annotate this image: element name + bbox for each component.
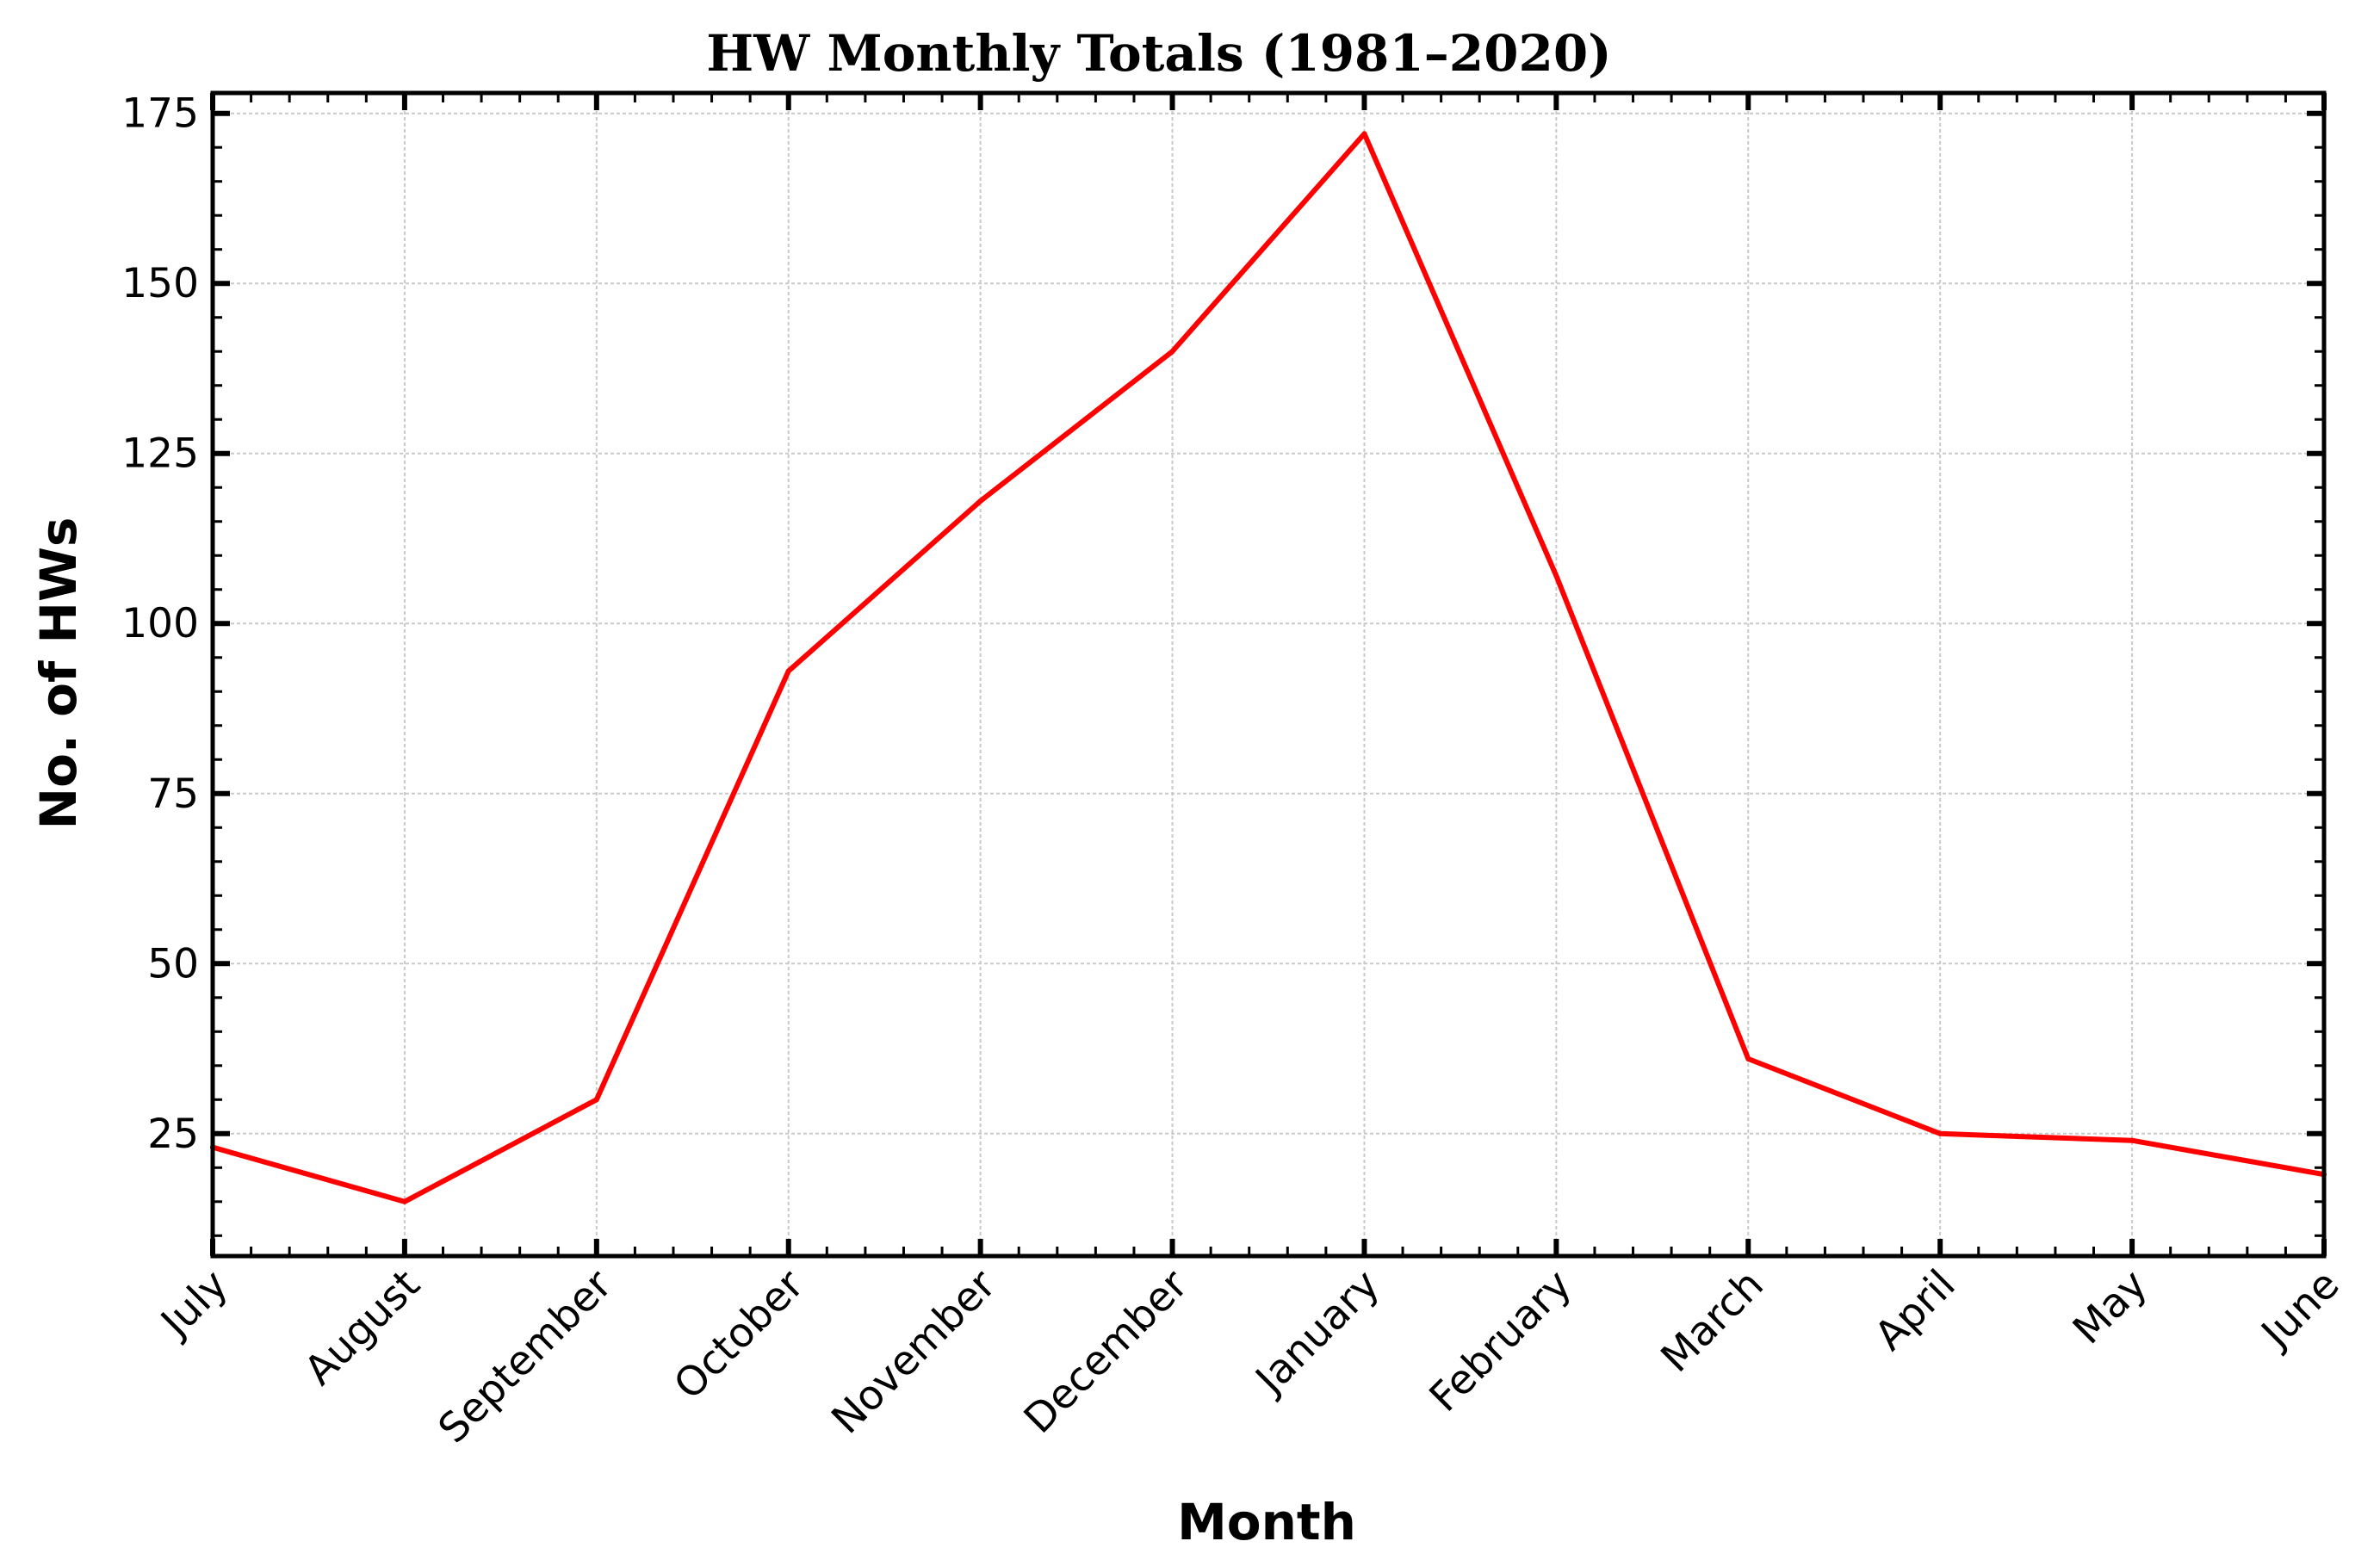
y-axis-label: No. of HWs — [29, 517, 88, 830]
series-group — [210, 131, 2327, 1204]
chart-title: HW Monthly Totals (1981–2020) — [706, 24, 1611, 83]
data-point — [401, 1198, 407, 1204]
plot-frame — [210, 90, 2327, 1259]
x-tick-label: January — [1245, 1261, 1389, 1405]
x-tick-label: April — [1866, 1261, 1965, 1360]
grid-lines — [212, 93, 2325, 1256]
data-point — [1169, 349, 1175, 355]
x-tick-labels: July August September October November Decemb… — [151, 1260, 2349, 1452]
data-point — [1745, 1055, 1751, 1062]
minor-ticks — [213, 93, 2324, 1256]
x-tick-label: March — [1652, 1261, 1773, 1382]
x-tick-label: May — [2064, 1261, 2157, 1354]
y-tick-label: 175 — [121, 90, 199, 138]
series-line-0 — [210, 131, 2327, 1204]
x-tick-label: July — [151, 1261, 238, 1348]
x-tick-label: September — [430, 1260, 622, 1452]
x-tick-label: December — [1015, 1260, 1198, 1443]
y-tick-label: 150 — [121, 260, 199, 307]
y-tick-label: 100 — [121, 600, 199, 647]
x-tick-label: August — [295, 1261, 429, 1395]
data-point — [593, 1097, 599, 1103]
x-tick-label: November — [822, 1260, 1005, 1443]
y-tick-label: 25 — [147, 1111, 199, 1158]
data-point — [977, 498, 983, 504]
y-tick-label: 50 — [147, 940, 199, 987]
x-tick-label: February — [1421, 1261, 1581, 1421]
data-point — [1553, 573, 1559, 579]
y-tick-label: 75 — [147, 771, 199, 818]
x-axis-label: Month — [1177, 1493, 1356, 1551]
data-point — [1361, 131, 1367, 137]
major-ticks — [210, 93, 2327, 1256]
x-tick-label: October — [665, 1260, 813, 1408]
y-tick-label: 125 — [121, 430, 199, 478]
data-point — [2129, 1137, 2135, 1143]
data-point — [785, 668, 791, 674]
y-tick-labels: 25 50 75 100 125 150 175 — [121, 90, 199, 1158]
x-tick-label: June — [2251, 1261, 2348, 1359]
data-point — [1937, 1130, 1943, 1136]
